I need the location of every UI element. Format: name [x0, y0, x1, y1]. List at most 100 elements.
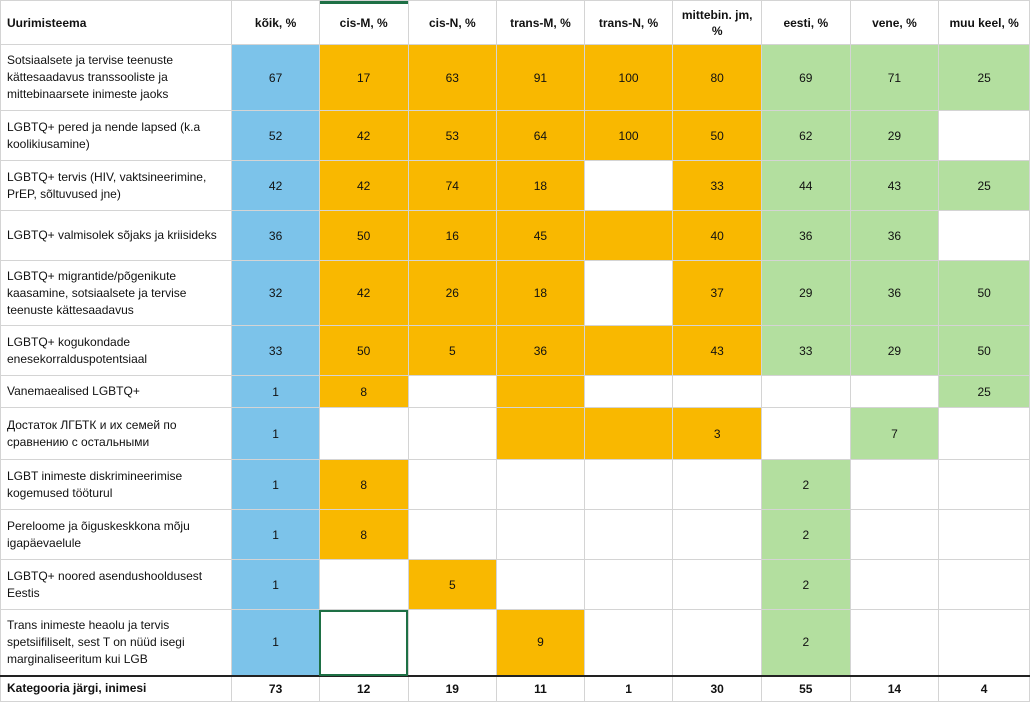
header-muu-keel[interactable]: muu keel, % [938, 0, 1030, 45]
value-cell-vene[interactable]: 7 [849, 407, 940, 460]
value-cell-mittebin[interactable]: 80 [672, 44, 762, 111]
value-cell-eesti[interactable]: 2 [760, 609, 851, 676]
total-cell-mittebin[interactable]: 30 [672, 674, 762, 702]
value-cell-koik[interactable]: 33 [231, 325, 320, 376]
value-cell-trans-m[interactable]: 64 [496, 110, 585, 161]
header-topic[interactable]: Uurimisteema [0, 0, 233, 45]
value-cell-muu-keel[interactable] [938, 509, 1030, 560]
value-cell-cis-m[interactable]: 8 [318, 509, 409, 560]
value-cell-trans-n[interactable] [583, 160, 674, 211]
value-cell-koik[interactable]: 42 [231, 160, 320, 211]
value-cell-muu-keel[interactable]: 25 [938, 160, 1030, 211]
value-cell-mittebin[interactable] [672, 375, 762, 408]
value-cell-eesti[interactable]: 33 [760, 325, 851, 376]
value-cell-eesti[interactable]: 2 [760, 459, 851, 510]
value-cell-mittebin[interactable]: 50 [672, 110, 762, 161]
value-cell-muu-keel[interactable]: 25 [938, 44, 1030, 111]
value-cell-cis-m[interactable]: 42 [318, 260, 409, 326]
value-cell-muu-keel[interactable]: 25 [938, 375, 1030, 408]
value-cell-mittebin[interactable] [672, 559, 762, 610]
value-cell-vene[interactable]: 36 [849, 260, 940, 326]
value-cell-mittebin[interactable]: 43 [672, 325, 762, 376]
value-cell-mittebin[interactable] [672, 459, 762, 510]
value-cell-trans-n[interactable] [583, 325, 674, 376]
header-vene[interactable]: vene, % [849, 0, 940, 45]
value-cell-vene[interactable] [849, 375, 940, 408]
value-cell-trans-m[interactable]: 18 [496, 260, 585, 326]
header-koik[interactable]: kõik, % [231, 0, 320, 45]
header-cis-m[interactable]: cis-M, % [318, 0, 409, 45]
value-cell-trans-m[interactable]: 91 [496, 44, 585, 111]
totals-label[interactable]: Kategooria järgi, inimesi [0, 674, 233, 702]
value-cell-cis-m[interactable]: 8 [318, 459, 409, 510]
total-cell-cis-m[interactable]: 12 [318, 674, 409, 702]
value-cell-cis-n[interactable] [407, 459, 498, 510]
topic-cell[interactable]: Достаток ЛГБТК и их семей по сравнению с… [0, 407, 233, 460]
value-cell-trans-m[interactable] [496, 375, 585, 408]
value-cell-cis-m[interactable] [318, 559, 409, 610]
value-cell-eesti[interactable]: 44 [760, 160, 851, 211]
value-cell-cis-n[interactable]: 74 [407, 160, 498, 211]
value-cell-koik[interactable]: 1 [231, 509, 320, 560]
topic-cell[interactable]: LGBTQ+ tervis (HIV, vaktsineerimine, PrE… [0, 160, 233, 211]
value-cell-trans-m[interactable] [496, 459, 585, 510]
topic-cell[interactable]: LGBTQ+ pered ja nende lapsed (k.a koolik… [0, 110, 233, 161]
value-cell-cis-n[interactable]: 53 [407, 110, 498, 161]
value-cell-muu-keel[interactable] [938, 609, 1030, 676]
value-cell-trans-m[interactable] [496, 559, 585, 610]
value-cell-vene[interactable] [849, 509, 940, 560]
value-cell-cis-n[interactable] [407, 509, 498, 560]
total-cell-eesti[interactable]: 55 [760, 674, 851, 702]
total-cell-trans-n[interactable]: 1 [583, 674, 674, 702]
value-cell-mittebin[interactable]: 40 [672, 210, 762, 261]
topic-cell[interactable]: Vanemaealised LGBTQ+ [0, 375, 233, 408]
total-cell-cis-n[interactable]: 19 [407, 674, 498, 702]
value-cell-trans-n[interactable] [583, 509, 674, 560]
value-cell-koik[interactable]: 1 [231, 459, 320, 510]
value-cell-vene[interactable]: 43 [849, 160, 940, 211]
value-cell-eesti[interactable] [760, 407, 851, 460]
value-cell-cis-n[interactable]: 63 [407, 44, 498, 111]
value-cell-eesti[interactable]: 2 [760, 509, 851, 560]
value-cell-trans-n[interactable]: 100 [583, 110, 674, 161]
header-cis-n[interactable]: cis-N, % [407, 0, 498, 45]
value-cell-mittebin[interactable] [672, 609, 762, 676]
value-cell-trans-m[interactable]: 18 [496, 160, 585, 211]
total-cell-muu-keel[interactable]: 4 [938, 674, 1030, 702]
topic-cell[interactable]: LGBT inimeste diskrimineerimise kogemuse… [0, 459, 233, 510]
value-cell-cis-m[interactable]: 42 [318, 110, 409, 161]
value-cell-muu-keel[interactable]: 50 [938, 260, 1030, 326]
value-cell-muu-keel[interactable]: 50 [938, 325, 1030, 376]
topic-cell[interactable]: LGBTQ+ noored asendushooldusest Eestis [0, 559, 233, 610]
value-cell-vene[interactable]: 29 [849, 325, 940, 376]
value-cell-trans-n[interactable]: 100 [583, 44, 674, 111]
value-cell-koik[interactable]: 1 [231, 407, 320, 460]
value-cell-koik[interactable]: 67 [231, 44, 320, 111]
topic-cell[interactable]: Trans inimeste heaolu ja tervis spetsiif… [0, 609, 233, 676]
value-cell-eesti[interactable]: 62 [760, 110, 851, 161]
topic-cell[interactable]: LGBTQ+ valmisolek sõjaks ja kriisideks [0, 210, 233, 261]
value-cell-muu-keel[interactable] [938, 110, 1030, 161]
value-cell-cis-n[interactable]: 5 [407, 559, 498, 610]
value-cell-cis-n[interactable] [407, 609, 498, 676]
value-cell-vene[interactable] [849, 609, 940, 676]
value-cell-cis-m[interactable] [318, 407, 409, 460]
value-cell-muu-keel[interactable] [938, 407, 1030, 460]
value-cell-eesti[interactable] [760, 375, 851, 408]
value-cell-muu-keel[interactable] [938, 559, 1030, 610]
value-cell-cis-n[interactable]: 16 [407, 210, 498, 261]
value-cell-cis-m[interactable]: 42 [318, 160, 409, 211]
value-cell-trans-m[interactable]: 45 [496, 210, 585, 261]
value-cell-cis-m[interactable]: 8 [318, 375, 409, 408]
value-cell-koik[interactable]: 1 [231, 609, 320, 676]
value-cell-mittebin[interactable]: 33 [672, 160, 762, 211]
value-cell-mittebin[interactable] [672, 509, 762, 560]
value-cell-cis-m[interactable] [318, 609, 409, 676]
total-cell-vene[interactable]: 14 [849, 674, 940, 702]
value-cell-cis-m[interactable]: 17 [318, 44, 409, 111]
value-cell-cis-n[interactable] [407, 407, 498, 460]
value-cell-koik[interactable]: 36 [231, 210, 320, 261]
value-cell-trans-n[interactable] [583, 609, 674, 676]
value-cell-muu-keel[interactable] [938, 210, 1030, 261]
value-cell-koik[interactable]: 52 [231, 110, 320, 161]
